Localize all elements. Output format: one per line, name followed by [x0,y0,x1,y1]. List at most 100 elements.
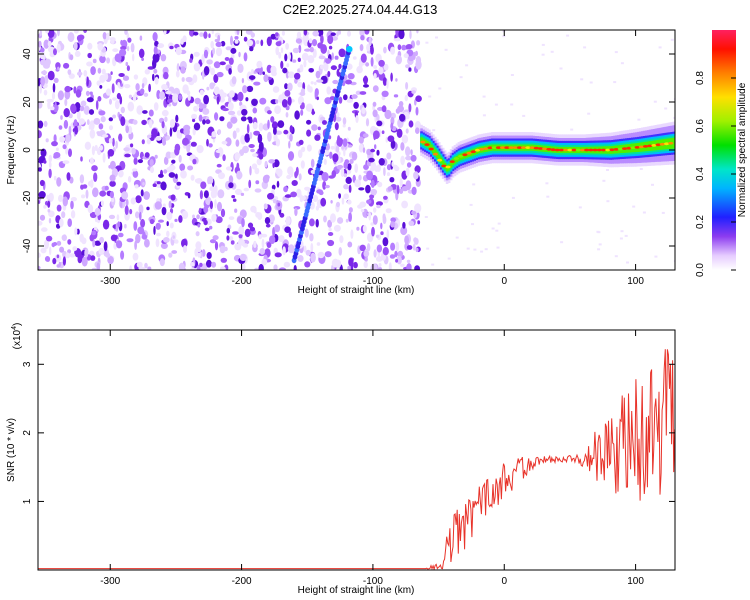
noise-blob [94,144,98,152]
noise-blob [400,263,405,267]
noise-blob [58,261,61,267]
noise-blob [363,84,369,88]
noise-blob [105,252,111,258]
noise-blob [371,226,375,237]
noise-blob [261,238,265,249]
noise-blob [55,147,59,152]
noise-blob [192,74,198,83]
noise-blob [267,119,270,129]
noise-blob [246,39,254,47]
noise-blob [141,139,145,145]
ridge-core-dot [596,148,602,152]
noise-blob [56,240,62,246]
noise-blob [263,74,269,83]
noise-blob [400,142,405,151]
noise-blob [109,191,114,199]
noise-blob [404,235,409,245]
noise-blob [58,194,63,202]
noise-blob [316,242,321,246]
noise-blob [201,249,206,257]
colorbar-label: Normalized spectral amplitude [737,82,748,217]
noise-blob [42,55,46,60]
noise-blob [321,172,329,182]
noise-blob [408,120,414,128]
noise-blob [328,135,332,140]
noise-blob [54,101,57,111]
noise-blob [38,40,42,48]
noise-blob [87,52,92,59]
noise-blob [373,73,377,79]
noise-blob [203,219,208,226]
noise-blob [217,129,222,135]
noise-blob [320,197,327,207]
noise-blob [44,256,51,262]
noise-blob [325,58,332,64]
noise-blob [48,192,54,202]
noise-blob [45,30,50,34]
noise-speck [426,247,430,250]
noise-blob [168,200,172,209]
noise-blob [65,134,71,143]
colorbar-tick-label: 0.8 [695,71,706,85]
noise-blob [343,193,350,200]
noise-blob [199,89,204,96]
noise-blob [112,97,117,101]
ridge-core-dot [626,146,632,150]
noise-blob [78,118,86,125]
noise-blob [403,53,409,59]
noise-blob [160,181,167,191]
noise-blob [52,257,57,265]
noise-blob [397,44,402,51]
noise-blob [135,83,140,91]
noise-blob [383,46,387,54]
noise-blob [278,51,282,59]
noise-blob [144,152,150,158]
noise-blob [396,185,400,195]
noise-blob [168,252,173,258]
noise-blob [92,239,96,248]
noise-blob [216,163,222,168]
noise-blob [180,66,186,74]
noise-blob [363,250,370,257]
noise-blob [335,259,342,269]
noise-blob [203,31,208,39]
noise-blob [370,188,378,196]
noise-blob [175,173,178,179]
noise-blob [124,153,131,158]
noise-speck [642,211,646,214]
noise-blob [359,91,367,95]
noise-blob [415,95,422,102]
noise-speck [438,87,442,90]
noise-blob [153,102,159,111]
noise-blob [287,166,294,176]
noise-blob [355,115,359,124]
noise-blob [143,92,149,97]
noise-blob [38,167,42,172]
ridge-core-dot [466,151,472,155]
noise-speck [428,95,432,98]
noise-blob [109,37,116,42]
noise-blob [417,220,421,225]
noise-blob [258,141,264,152]
noise-blob [256,40,260,45]
noise-blob [164,116,168,123]
noise-blob [65,147,69,155]
noise-blob [181,77,185,82]
ridge-core-dot [617,147,624,151]
noise-blob [97,96,102,102]
noise-blob [150,166,154,173]
noise-blob [330,32,336,36]
noise-blob [39,179,45,187]
noise-blob [266,242,272,248]
noise-blob [57,30,60,37]
noise-blob [176,129,180,139]
noise-blob [126,45,130,52]
noise-blob [278,235,285,243]
noise-blob [308,68,315,73]
snr-multiplier: (x104) [11,323,23,350]
noise-blob [356,65,363,74]
noise-blob [285,112,289,118]
noise-blob [74,227,78,236]
noise-blob [270,116,275,123]
noise-blob [315,205,319,211]
